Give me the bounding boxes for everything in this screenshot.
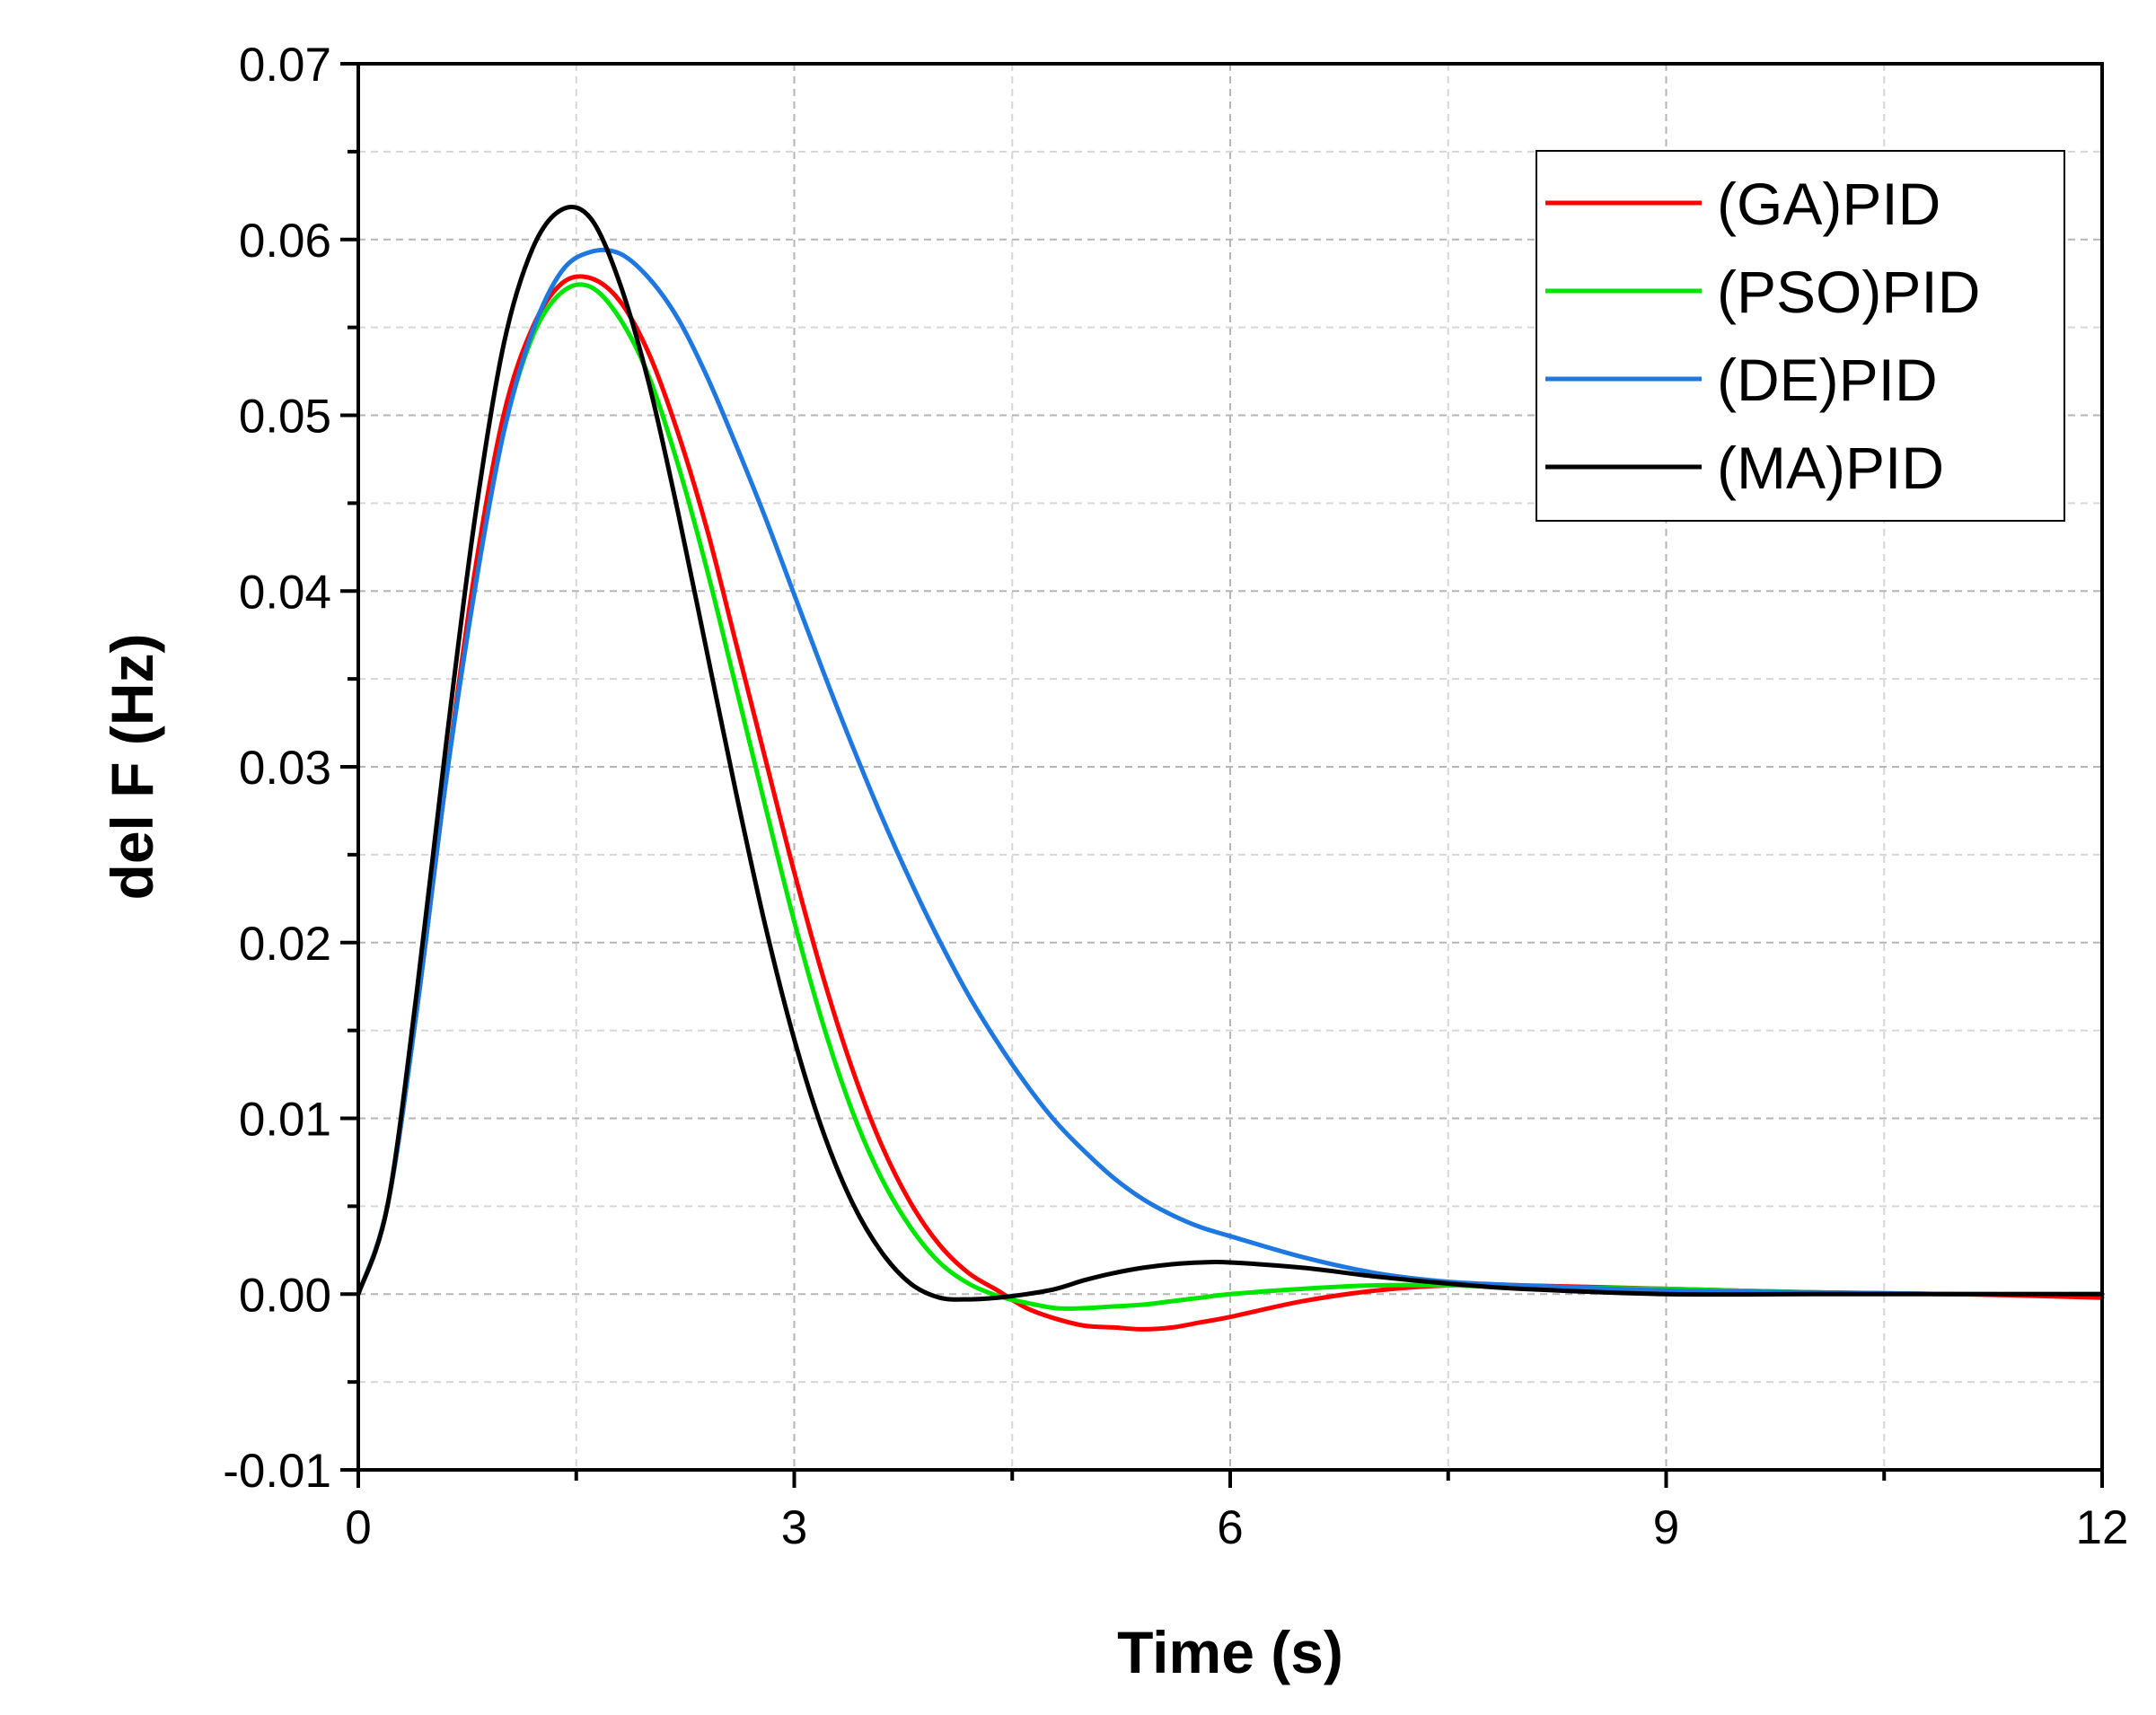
y-tick-label: 0.05 (239, 391, 331, 444)
y-tick-label: 0.01 (239, 1094, 331, 1147)
y-tick-label: 0.06 (239, 215, 331, 268)
legend: (GA)PID (PSO)PID (DE)PID (MA)PID (1536, 150, 2065, 522)
series-line-mapid (356, 205, 2105, 1302)
y-tick-label: 0.07 (239, 39, 331, 92)
x-tick-label: 0 (345, 1501, 371, 1554)
y-tick-label: 0.00 (239, 1269, 331, 1322)
series-line-gapid (356, 274, 2105, 1332)
y-tick-label: 0.02 (239, 918, 331, 971)
legend-label-mapid: (MA)PID (1717, 435, 1944, 501)
legend-label-gapid: (GA)PID (1717, 171, 1940, 237)
y-axis-title: del F (Hz) (99, 634, 165, 901)
axis-ticks (340, 62, 2104, 1488)
x-tick-label: 12 (2076, 1501, 2129, 1554)
y-tick-labels: -0.01 0.00 0.01 0.02 0.03 0.04 0.05 0.06 0.07 (223, 39, 331, 1498)
legend-label-psopid: (PSO)PID (1717, 259, 1980, 325)
x-tick-label: 3 (781, 1501, 807, 1554)
x-tick-labels: 0 3 6 9 12 (345, 1501, 2128, 1554)
y-tick-label: 0.03 (239, 742, 331, 795)
legend-box (1536, 150, 2065, 522)
legend-label-depid: (DE)PID (1717, 347, 1938, 413)
y-tick-label: 0.04 (239, 566, 331, 619)
x-tick-label: 6 (1217, 1501, 1243, 1554)
x-tick-label: 9 (1653, 1501, 1679, 1554)
x-axis-title: Time (s) (1117, 1619, 1343, 1685)
y-tick-label: -0.01 (223, 1445, 331, 1498)
plot-series (356, 205, 2105, 1332)
